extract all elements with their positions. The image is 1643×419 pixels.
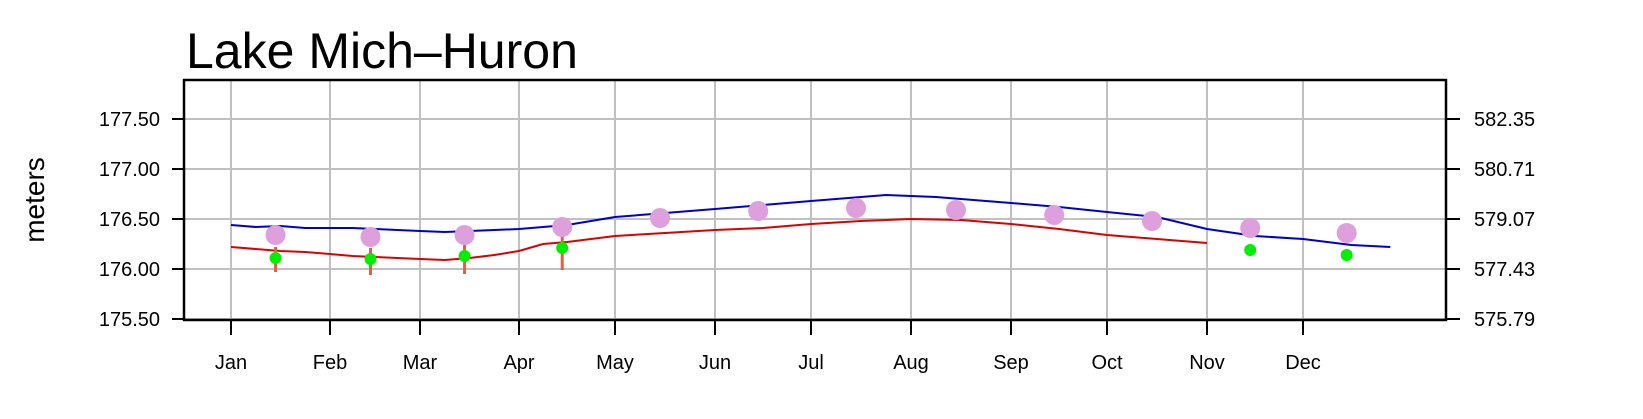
y-tick-label-right: 577.43 — [1474, 259, 1535, 281]
y-tick-label-left: 175.50 — [99, 309, 160, 331]
monthly-mean-dot — [1240, 218, 1261, 238]
monthly-mean-dot — [650, 208, 670, 228]
x-tick-label: Dec — [1285, 352, 1321, 374]
forecast-dot — [269, 252, 282, 264]
x-tick-label: Sep — [993, 352, 1029, 374]
monthly-mean-dot — [552, 217, 573, 237]
x-tick-label: Jul — [798, 352, 824, 374]
lower-line — [230, 217, 1208, 262]
monthly-mean-dot — [360, 227, 381, 247]
x-tick-label: Feb — [313, 352, 347, 374]
monthly-mean-dot — [265, 225, 286, 245]
y-axis-label: meters — [19, 157, 50, 243]
y-tick-label-left: 177.00 — [99, 159, 160, 181]
forecast-dot — [458, 250, 471, 262]
y-tick-label-right: 580.71 — [1474, 159, 1535, 181]
x-tick-label: Aug — [893, 352, 929, 374]
monthly-mean-dot — [748, 201, 769, 221]
x-tick-label: Jan — [215, 352, 247, 374]
forecast-dot — [1340, 249, 1353, 261]
monthly-mean-dot — [946, 200, 966, 220]
x-tick-label: Apr — [503, 352, 534, 374]
forecast-dot — [364, 253, 377, 265]
x-tick-label: Jun — [699, 352, 731, 374]
forecast-dot — [556, 242, 569, 254]
chart-title: Lake Mich–Huron — [186, 23, 578, 79]
y-tick-label-left: 177.50 — [99, 109, 160, 131]
y-tick-label-right: 579.07 — [1474, 209, 1535, 231]
monthly-mean-dot — [1336, 223, 1357, 243]
forecast-dot — [1244, 244, 1257, 256]
x-tick-label: Oct — [1091, 352, 1123, 374]
monthly-mean-dot — [1044, 205, 1065, 225]
x-tick-label: May — [596, 352, 634, 374]
x-tick-label: Mar — [403, 352, 438, 374]
y-tick-label-left: 176.50 — [99, 209, 160, 231]
y-tick-label-left: 176.00 — [99, 259, 160, 281]
plot-frame — [182, 78, 1448, 322]
axes: 175.50 575.79 176.00 577.43 176.50 579.07 177.… — [99, 109, 1535, 374]
series-layer — [230, 193, 1391, 275]
y-tick-label-right: 582.35 — [1474, 109, 1535, 131]
monthly-mean-dot — [846, 198, 866, 218]
x-tick-label: Nov — [1189, 352, 1225, 374]
monthly-mean-dot — [454, 225, 475, 245]
monthly-mean-dot — [1142, 211, 1162, 231]
y-tick-label-right: 575.79 — [1474, 309, 1535, 331]
grid-lines — [184, 80, 1446, 320]
